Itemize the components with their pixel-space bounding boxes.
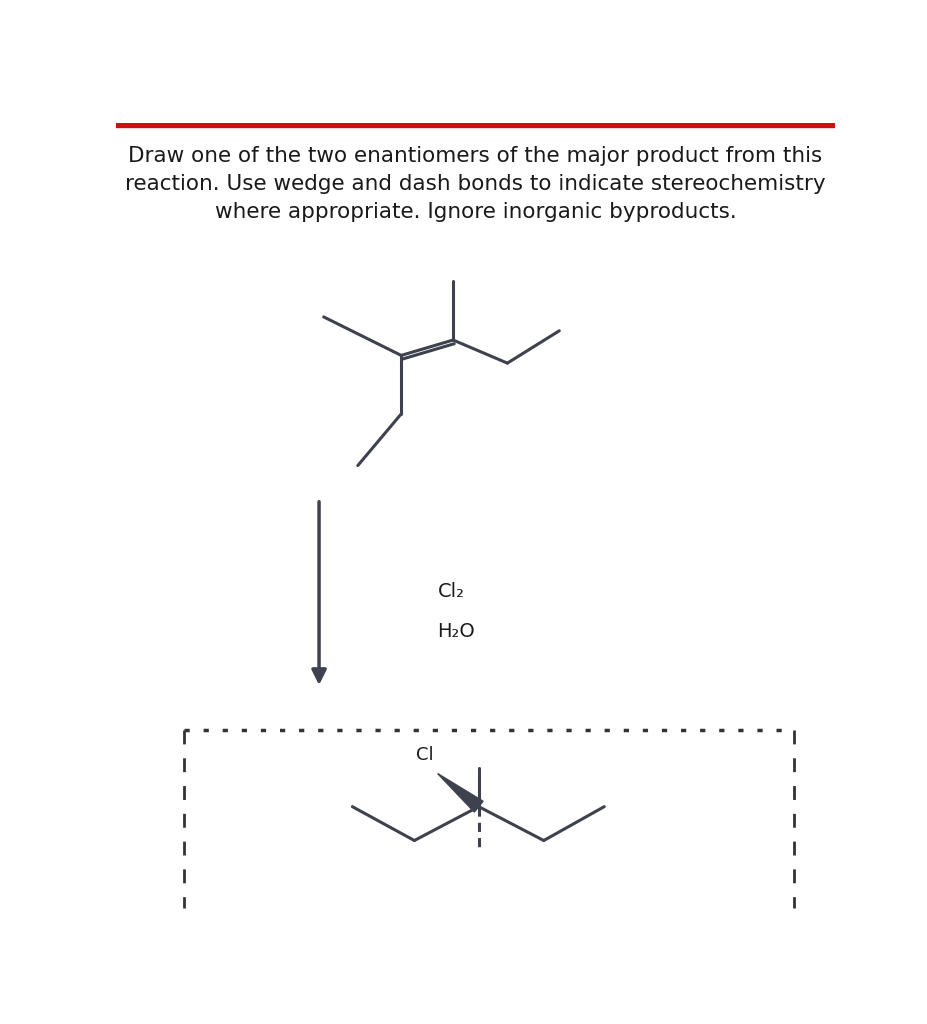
Text: Cl: Cl (415, 746, 433, 764)
Text: Cl₂: Cl₂ (438, 582, 464, 600)
Polygon shape (438, 773, 483, 812)
Bar (116, 123, 834, 127)
Text: H₂O: H₂O (438, 622, 475, 641)
Text: Draw one of the two enantiomers of the major product from this
reaction. Use wed: Draw one of the two enantiomers of the m… (125, 146, 825, 222)
